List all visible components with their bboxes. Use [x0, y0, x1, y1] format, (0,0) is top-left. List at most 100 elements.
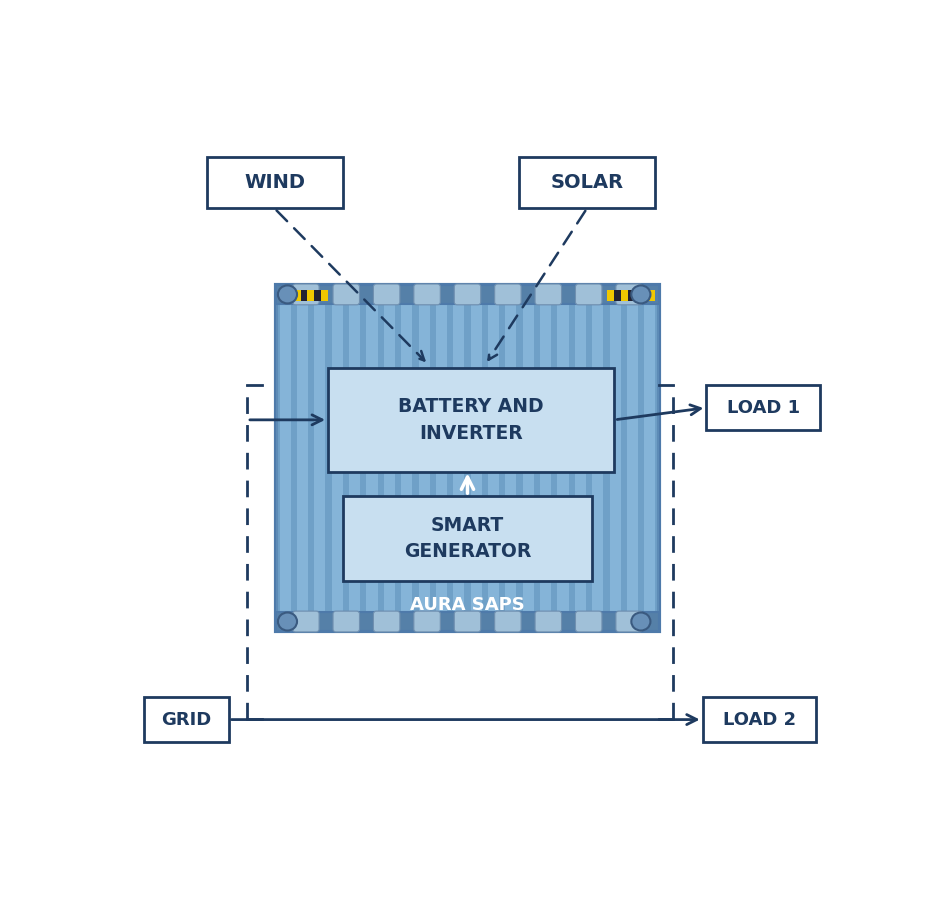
Bar [641, 302, 645, 614]
FancyBboxPatch shape [333, 284, 359, 305]
Bar [499, 302, 502, 614]
Bar [484, 302, 488, 614]
Bar [377, 302, 381, 614]
Bar [627, 302, 638, 614]
Bar [453, 302, 465, 614]
FancyBboxPatch shape [616, 611, 643, 632]
Bar [655, 302, 659, 614]
Bar [522, 302, 534, 614]
Bar [470, 302, 482, 614]
Circle shape [631, 613, 650, 631]
Bar [280, 302, 291, 614]
Text: BATTERY AND
INVERTER: BATTERY AND INVERTER [398, 397, 544, 443]
Bar [628, 291, 634, 302]
FancyBboxPatch shape [706, 385, 820, 430]
Bar [488, 302, 499, 614]
Bar [607, 291, 614, 302]
Bar [294, 302, 297, 614]
Bar [384, 302, 395, 614]
Bar [325, 302, 329, 614]
Text: LOAD 1: LOAD 1 [726, 399, 800, 417]
Bar [517, 302, 520, 614]
FancyBboxPatch shape [454, 284, 481, 305]
FancyBboxPatch shape [374, 284, 400, 305]
Bar [607, 302, 610, 614]
Text: SMART
GENERATOR: SMART GENERATOR [404, 516, 531, 562]
FancyBboxPatch shape [144, 697, 228, 742]
FancyBboxPatch shape [616, 284, 643, 305]
Bar [277, 612, 659, 631]
FancyBboxPatch shape [454, 611, 481, 632]
FancyBboxPatch shape [414, 284, 440, 305]
Bar [436, 302, 447, 614]
FancyBboxPatch shape [495, 284, 521, 305]
Bar [621, 291, 628, 302]
Text: AURA SAPS: AURA SAPS [410, 596, 525, 614]
Bar [401, 302, 412, 614]
Bar [648, 291, 655, 302]
Text: WIND: WIND [245, 173, 305, 192]
Bar [592, 302, 603, 614]
Text: GRID: GRID [161, 711, 211, 729]
Bar [447, 302, 450, 614]
Bar [329, 302, 332, 614]
Bar [589, 302, 592, 614]
Bar [574, 302, 586, 614]
Bar [332, 302, 343, 614]
Bar [555, 302, 557, 614]
Bar [277, 284, 659, 304]
FancyBboxPatch shape [702, 697, 816, 742]
Bar [520, 302, 522, 614]
FancyBboxPatch shape [414, 611, 440, 632]
Bar [551, 302, 555, 614]
Bar [321, 291, 328, 302]
FancyBboxPatch shape [207, 157, 342, 209]
Bar [314, 291, 321, 302]
Bar [429, 302, 432, 614]
Bar [645, 302, 655, 614]
Circle shape [278, 285, 297, 303]
Bar [343, 302, 346, 614]
Bar [307, 291, 314, 302]
Bar [363, 302, 367, 614]
Bar [467, 302, 470, 614]
Bar [621, 302, 624, 614]
Bar [534, 302, 537, 614]
Bar [557, 302, 569, 614]
Bar [572, 302, 574, 614]
Bar [281, 291, 287, 302]
Bar [638, 302, 641, 614]
Bar [624, 302, 627, 614]
Bar [277, 284, 659, 631]
Bar [308, 302, 311, 614]
Bar [412, 302, 415, 614]
FancyBboxPatch shape [519, 157, 655, 209]
Bar [287, 291, 294, 302]
Bar [418, 302, 429, 614]
Circle shape [631, 285, 650, 303]
Bar [586, 302, 589, 614]
Bar [346, 302, 349, 614]
Bar [614, 291, 621, 302]
FancyBboxPatch shape [333, 611, 359, 632]
Bar [315, 302, 325, 614]
Bar [395, 302, 398, 614]
Bar [349, 302, 360, 614]
Bar [537, 302, 540, 614]
Bar [381, 302, 384, 614]
Bar [294, 291, 301, 302]
Bar [311, 302, 315, 614]
Bar [482, 302, 484, 614]
Bar [540, 302, 551, 614]
FancyBboxPatch shape [535, 284, 561, 305]
FancyBboxPatch shape [575, 611, 602, 632]
Bar [301, 291, 307, 302]
FancyBboxPatch shape [328, 368, 614, 472]
Bar [502, 302, 505, 614]
FancyBboxPatch shape [293, 284, 319, 305]
Bar [415, 302, 418, 614]
Bar [367, 302, 377, 614]
Bar [277, 302, 280, 614]
Bar [398, 302, 401, 614]
Bar [505, 302, 517, 614]
